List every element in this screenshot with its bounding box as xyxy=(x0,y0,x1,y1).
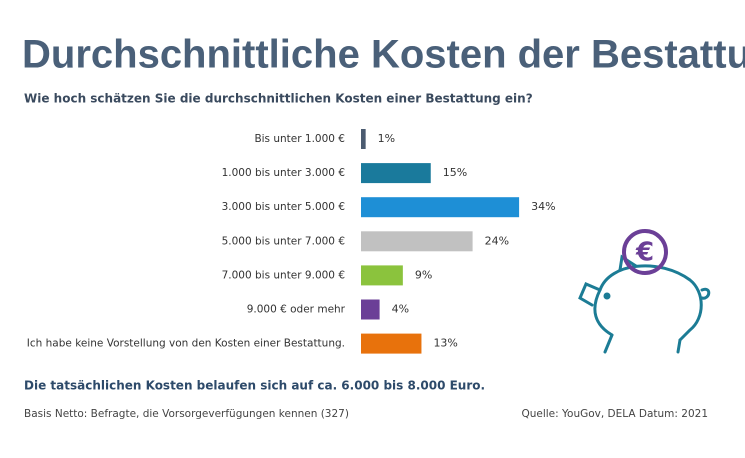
coin-symbol: € xyxy=(635,238,654,268)
category-label: Bis unter 1.000 € xyxy=(254,133,345,145)
bar xyxy=(361,163,431,184)
chart-subtitle: Wie hoch schätzen Sie die durchschnittli… xyxy=(24,92,533,106)
category-label: 5.000 bis unter 7.000 € xyxy=(222,235,345,247)
chart-title: Durchschnittliche Kosten der Bestattung xyxy=(22,33,745,77)
source: Quelle: YouGov, DELA Datum: 2021 xyxy=(521,408,708,420)
value-label: 4% xyxy=(392,303,409,316)
value-label: 13% xyxy=(433,337,457,350)
bar xyxy=(361,333,422,354)
value-label: 15% xyxy=(443,166,467,179)
bar xyxy=(361,299,380,320)
value-label: 9% xyxy=(415,268,432,281)
category-label: 7.000 bis unter 9.000 € xyxy=(222,269,345,281)
bar xyxy=(361,197,520,218)
piggy-eye xyxy=(603,292,611,300)
annotation: Die tatsächlichen Kosten belaufen sich a… xyxy=(24,379,485,393)
bar xyxy=(361,231,473,252)
bar xyxy=(361,265,403,286)
piggy-ear xyxy=(618,254,638,272)
category-label: 3.000 bis unter 5.000 € xyxy=(222,201,345,213)
coin xyxy=(622,229,668,275)
category-label: 1.000 bis unter 3.000 € xyxy=(222,167,345,179)
piggy-icon xyxy=(578,229,711,354)
value-label: 1% xyxy=(378,132,395,145)
piggy-body xyxy=(593,264,703,342)
value-label: 24% xyxy=(485,234,509,247)
bar xyxy=(361,129,366,149)
value-label: 34% xyxy=(531,200,555,213)
piggy-legs xyxy=(603,287,711,354)
piggy-snout xyxy=(578,282,602,307)
category-label: Ich habe keine Vorstellung von den Koste… xyxy=(27,338,345,350)
footnote: Basis Netto: Befragte, die Vorsorgeverfü… xyxy=(24,408,349,420)
category-label: 9.000 € oder mehr xyxy=(247,304,346,316)
